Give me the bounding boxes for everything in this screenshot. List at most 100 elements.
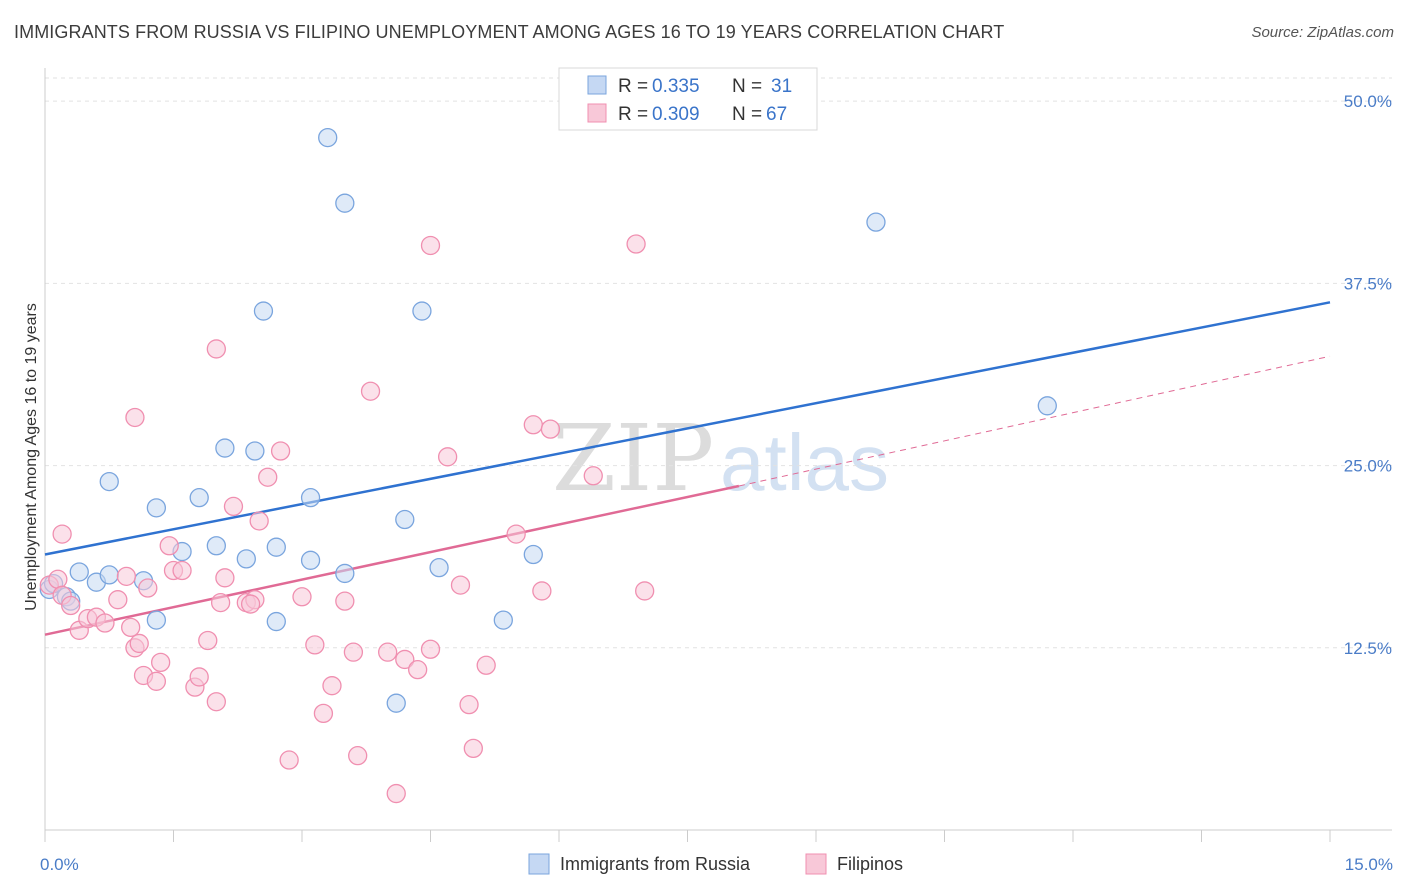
watermark-atlas: atlas [720, 418, 889, 507]
point-1-49 [463, 738, 483, 759]
legend-swatch-russia [587, 75, 607, 95]
point-1-52 [523, 415, 543, 435]
point-0-20 [99, 471, 119, 492]
point-1-41 [378, 642, 398, 662]
point-1-7 [95, 613, 115, 633]
point-1-58 [626, 234, 646, 254]
point-1-60 [52, 524, 72, 544]
x-tick-label-0: 0.0% [40, 855, 79, 874]
point-0-24 [245, 441, 265, 461]
point-1-24 [210, 592, 231, 613]
point-1-29 [258, 467, 278, 487]
legend-swatch-filipinos [587, 103, 607, 123]
point-1-47 [450, 575, 471, 595]
legend-n-label-filipinos: N = [732, 104, 762, 125]
point-0-16 [146, 610, 167, 630]
point-1-37 [335, 591, 355, 611]
point-1-43 [395, 649, 415, 670]
bottom-legend-swatch-filipinos [805, 853, 827, 875]
legend-r-label-filipinos: R = [618, 104, 648, 125]
watermark: ZIP atlas [552, 405, 889, 512]
point-1-38 [343, 642, 364, 662]
point-1-22 [198, 630, 218, 651]
point-1-32 [279, 750, 299, 770]
point-1-23 [206, 692, 226, 712]
point-1-10 [116, 566, 137, 587]
x-tick-label-1: 15.0% [1345, 855, 1393, 874]
legend-r-value-filipinos: 0.309 [652, 104, 700, 125]
point-1-33 [292, 587, 312, 607]
bottom-legend-swatch-russia [528, 853, 550, 875]
x-tick-labels: 0.0% 15.0% [40, 855, 1393, 874]
legend-r-value-russia: 0.335 [652, 76, 700, 97]
point-0-22 [189, 487, 209, 508]
point-0-9 [206, 536, 226, 556]
point-1-45 [420, 639, 441, 659]
point-1-21 [189, 667, 209, 687]
point-0-12 [300, 550, 321, 570]
point-1-36 [322, 676, 342, 696]
point-1-46 [437, 447, 458, 467]
bottom-legend: Immigrants from Russia Filipinos [528, 853, 903, 875]
point-1-34 [305, 635, 325, 655]
point-1-42 [386, 783, 406, 804]
point-1-59 [635, 581, 655, 601]
chart-title: IMMIGRANTS FROM RUSSIA VS FILIPINO UNEMP… [14, 22, 1005, 42]
point-1-12 [129, 633, 149, 654]
point-1-18 [159, 536, 179, 556]
point-0-30 [318, 127, 338, 148]
point-1-54 [206, 339, 226, 359]
point-1-1 [48, 569, 68, 589]
point-0-31 [866, 212, 886, 232]
point-1-26 [223, 496, 244, 517]
point-0-21 [146, 498, 167, 518]
point-1-44 [407, 660, 428, 680]
data-points [39, 127, 1057, 804]
point-1-61 [240, 594, 261, 614]
point-1-16 [150, 652, 171, 673]
point-1-15 [146, 671, 167, 691]
point-1-56 [540, 419, 561, 439]
point-0-19 [386, 693, 406, 713]
point-1-62 [532, 581, 552, 601]
point-0-28 [412, 301, 432, 321]
point-0-29 [335, 193, 355, 213]
bottom-legend-label-filipinos: Filipinos [837, 854, 903, 874]
point-1-50 [476, 655, 496, 675]
trend-line-dashed-1 [738, 355, 1331, 487]
point-0-17 [266, 611, 286, 632]
legend-n-label-russia: N = [732, 76, 762, 97]
point-1-8 [108, 590, 128, 610]
watermark-zip: ZIP [552, 405, 714, 512]
point-0-23 [215, 438, 235, 458]
point-0-14 [335, 563, 355, 584]
legend: R = 0.335 N = 31 R = 0.309 N = 67 [558, 67, 818, 131]
point-1-9 [121, 617, 141, 638]
point-0-27 [253, 301, 274, 321]
source-credit: Source: ZipAtlas.com [1251, 24, 1394, 41]
point-0-25 [300, 487, 321, 508]
legend-n-value-russia: 31 [771, 76, 792, 97]
y-tick-label-2: 37.5% [1344, 274, 1392, 293]
point-1-30 [249, 511, 269, 531]
y-tick-label-1: 25.0% [1344, 457, 1392, 476]
axes [44, 68, 1392, 842]
point-1-35 [313, 703, 334, 724]
point-0-18 [493, 610, 513, 630]
point-1-25 [215, 568, 235, 588]
point-1-39 [348, 746, 368, 766]
trend-line-0 [44, 301, 1331, 556]
point-0-5 [99, 565, 119, 585]
point-1-40 [360, 381, 381, 401]
y-axis-label: Unemployment Among Ages 16 to 19 years [23, 303, 40, 611]
bottom-legend-label-russia: Immigrants from Russia [560, 854, 751, 874]
legend-r-label-russia: R = [618, 76, 648, 97]
point-0-4 [69, 562, 89, 582]
point-0-13 [429, 557, 449, 578]
point-1-53 [125, 407, 145, 428]
point-0-11 [236, 549, 256, 569]
legend-n-value-filipinos: 67 [766, 104, 787, 125]
point-1-13 [138, 578, 158, 598]
trend-line-1 [44, 484, 740, 636]
